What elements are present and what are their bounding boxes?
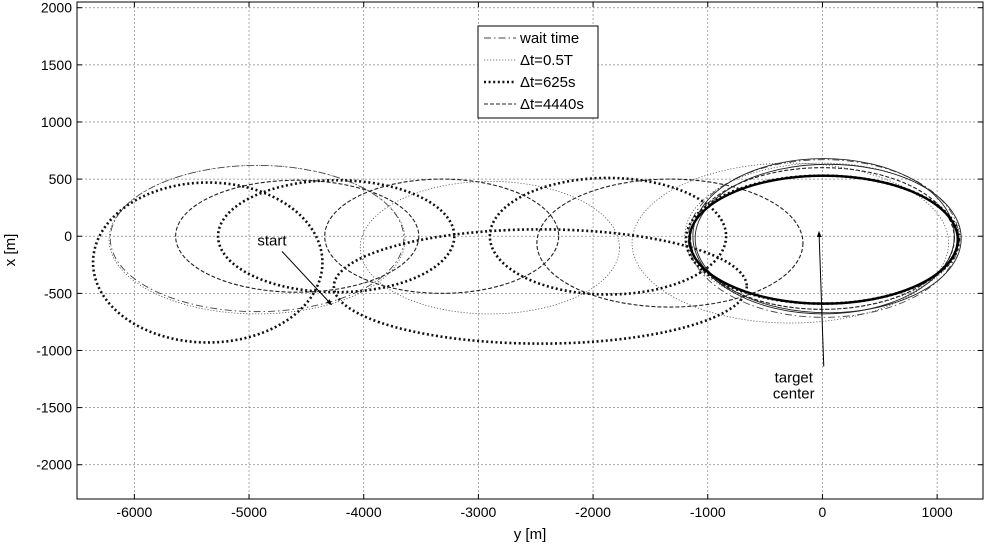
y-tick-label: 1000 — [41, 114, 72, 130]
y-tick-label: -2000 — [36, 457, 72, 473]
series-layer — [91, 158, 962, 345]
y-tick-label: 500 — [49, 171, 73, 187]
x-tick-label: -4000 — [346, 504, 382, 520]
orbit-ellipse — [108, 164, 406, 315]
y-tick-label: 2000 — [41, 0, 72, 16]
plot-frame — [76, 1, 984, 500]
orbit-ellipse — [694, 163, 962, 314]
annotation-arrow — [816, 231, 825, 367]
legend-label: Δt=625s — [520, 74, 575, 91]
orbit-ellipse — [688, 174, 959, 305]
orbit-ellipse — [91, 181, 324, 344]
orbit-ellipse — [684, 162, 961, 310]
series-1 — [108, 162, 961, 324]
orbit-ellipse — [631, 162, 949, 324]
y-tick-label: 1500 — [41, 57, 72, 73]
orbit-ellipse — [324, 178, 560, 294]
x-tick-label: -6000 — [116, 504, 152, 520]
y-tick-label: -1500 — [36, 400, 72, 416]
orbit-ellipse — [359, 180, 620, 315]
x-tick-label: 1000 — [922, 504, 953, 520]
y-tick-label: 0 — [64, 228, 72, 244]
x-tick-label: -2000 — [575, 504, 611, 520]
x-axis-label: y [m] — [514, 526, 547, 543]
legend-label: Δt=0.5T — [520, 52, 573, 69]
legend: wait time Δt=0.5T Δt=625s Δt=4440s — [477, 25, 599, 119]
y-tick-label: -1000 — [36, 342, 72, 358]
annotation-label: start — [257, 232, 287, 249]
annotation-label: target — [775, 369, 814, 386]
x-tick-label: 0 — [819, 504, 827, 520]
orbit-ellipse — [216, 178, 456, 294]
x-tick-label: -1000 — [690, 504, 726, 520]
legend-box — [477, 25, 599, 119]
x-tick-label: -3000 — [460, 504, 496, 520]
y-tick-label: -500 — [44, 285, 72, 301]
orbit-ellipse — [692, 158, 955, 315]
legend-label: wait time — [519, 30, 579, 47]
grid — [77, 2, 983, 499]
orbit-ellipse — [488, 176, 728, 296]
axis-ticks: -6000 -5000 -4000 -3000 -2000 -1000 0 1000-2000… — [36, 0, 983, 520]
annotation-arrow — [281, 251, 333, 306]
y-axis-label: x [m] — [2, 234, 19, 267]
legend-label: Δt=4440s — [520, 96, 584, 113]
series-5 — [688, 174, 959, 305]
orbit-ellipse — [175, 179, 420, 293]
series-4 — [692, 158, 962, 315]
annotation-label: center — [773, 385, 815, 402]
x-tick-label: -5000 — [231, 504, 267, 520]
orbit-ellipse — [536, 178, 804, 308]
